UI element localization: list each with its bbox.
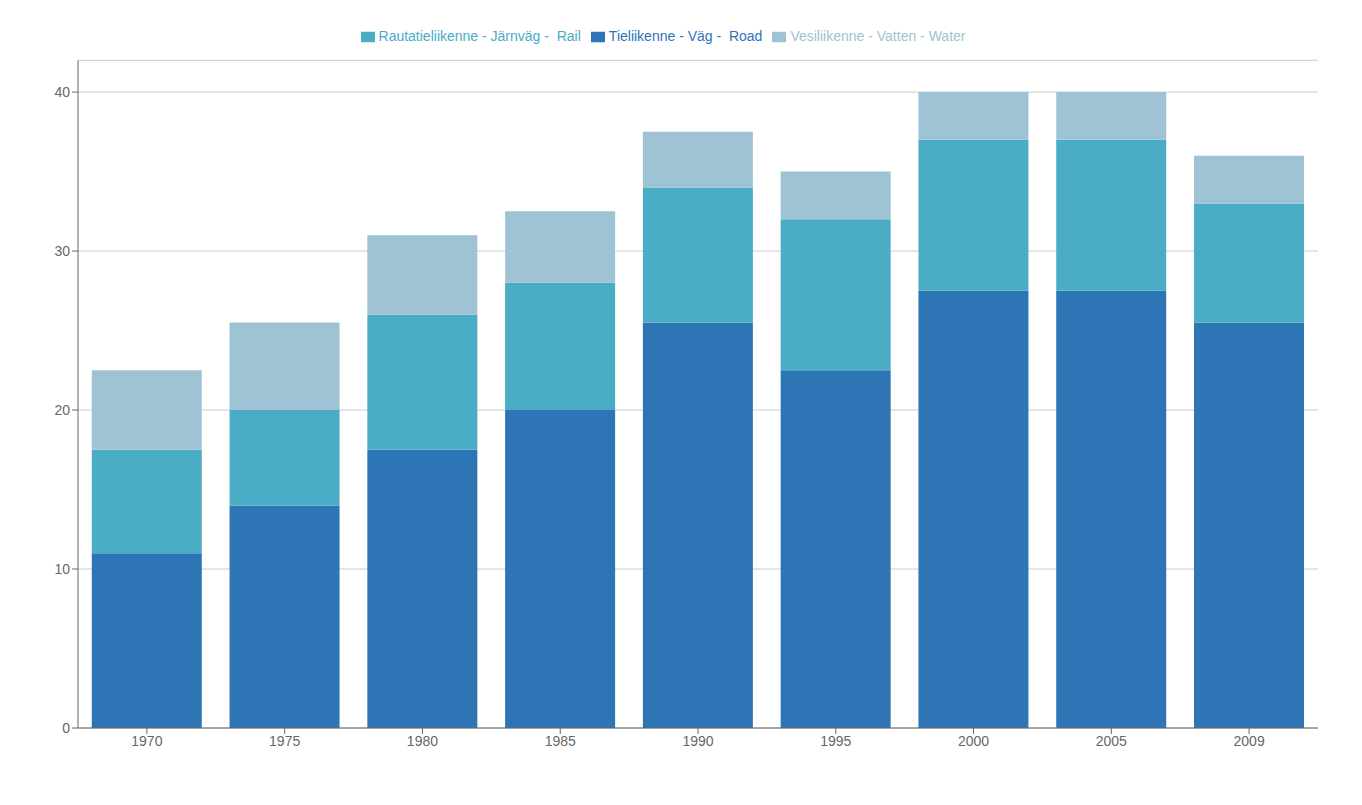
svg-text:30: 30 xyxy=(54,243,70,259)
svg-text:1990: 1990 xyxy=(682,733,713,749)
svg-text:20: 20 xyxy=(54,402,70,418)
svg-text:2009: 2009 xyxy=(1234,733,1265,749)
svg-text:1975: 1975 xyxy=(269,733,300,749)
svg-text:1980: 1980 xyxy=(407,733,438,749)
svg-text:2005: 2005 xyxy=(1096,733,1127,749)
svg-text:40: 40 xyxy=(54,84,70,100)
html-text:Tieliikenne - Väg - Road: Tieliikenne - Väg - Road xyxy=(608,28,763,44)
svg-text:2000: 2000 xyxy=(958,733,989,749)
svg-text:1995: 1995 xyxy=(820,733,851,749)
svg-text:10: 10 xyxy=(54,561,70,577)
html-text:Rautatieliikenne - Järnväg - R: Rautatieliikenne - Järnväg - Rail xyxy=(378,28,581,44)
html-text:Vesiliikenne - Vatten - Water: Vesiliikenne - Vatten - Water xyxy=(790,28,966,44)
svg-text:0: 0 xyxy=(62,720,70,736)
svg-text:1970: 1970 xyxy=(131,733,162,749)
svg-text:1985: 1985 xyxy=(545,733,576,749)
